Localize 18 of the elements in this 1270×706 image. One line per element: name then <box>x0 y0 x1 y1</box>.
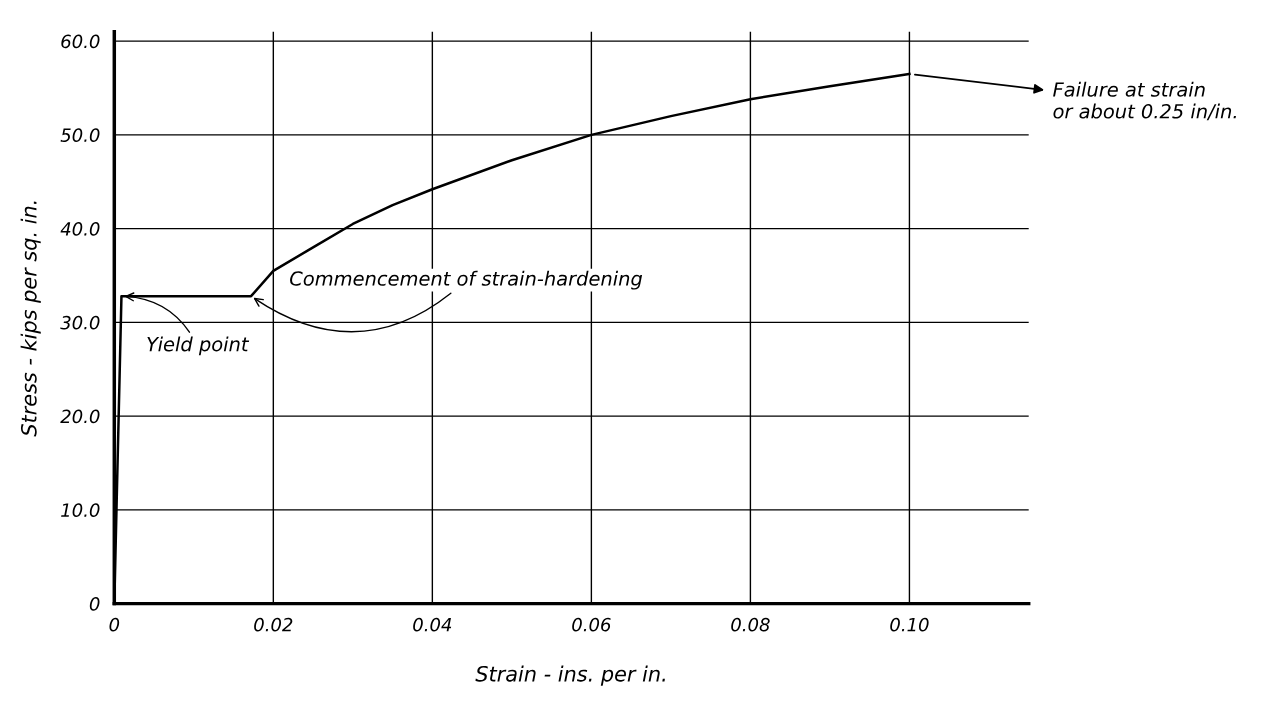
y-tick-label: 50.0 <box>60 128 100 143</box>
x-tick-label: 0.08 <box>731 617 770 632</box>
x-tick-label: 0.10 <box>890 617 929 632</box>
y-tick-label: 20.0 <box>60 409 100 424</box>
annotation: Failure at strain or about 0.25 in/in. <box>1053 81 1236 121</box>
y-tick-label: 60.0 <box>61 34 100 49</box>
x-tick-label: 0.02 <box>254 617 293 632</box>
y-tick-label: 40.0 <box>60 222 100 236</box>
annotation: Commencement of strain-hardening <box>290 270 643 290</box>
x-tick-label: 0 <box>109 617 120 632</box>
y-axis-title: Stress - kips per sq. in. <box>20 201 41 437</box>
x-tick-label: 0.06 <box>572 617 611 632</box>
y-tick-label: 0 <box>89 597 100 611</box>
y-tick-label: 30.0 <box>60 315 100 330</box>
y-tick-label: 10.0 <box>61 503 100 517</box>
x-tick-label: 0.04 <box>413 617 452 632</box>
annotation: Yield point <box>147 336 250 356</box>
x-axis-title: Strain - ins. per in. <box>475 665 665 686</box>
